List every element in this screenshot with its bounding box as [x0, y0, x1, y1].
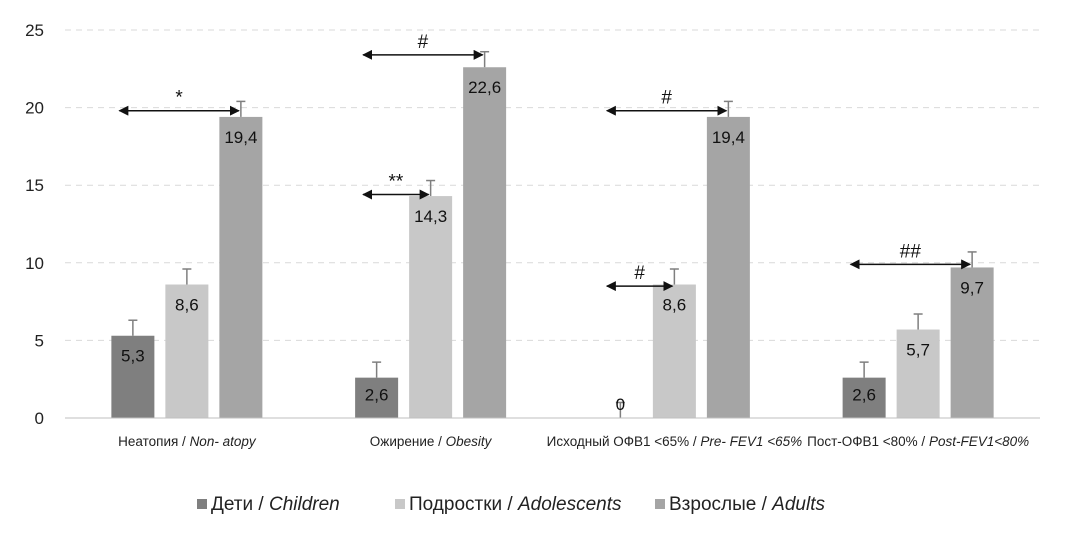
x-category-label-en: Post-FEV1<80% [929, 434, 1029, 449]
y-tick-label: 25 [25, 21, 44, 40]
legend-label-en: Adults [771, 494, 825, 515]
error-bars [128, 50, 977, 418]
data-label: 2,6 [852, 386, 876, 405]
legend-label-ru: Дети / [211, 494, 269, 515]
data-labels: 5,3 2,6 0 2,6 8,6 14,3 8,6 5,7 19,4 22,6 19,4 9,7 [121, 78, 984, 414]
data-label: 22,6 [468, 78, 501, 97]
legend-swatch [655, 499, 665, 509]
data-label: 5,7 [906, 341, 930, 360]
bar [950, 267, 994, 418]
significance-mark: ## [900, 241, 922, 262]
x-category-label: Исходный ОФВ1 <65% / Pre- FEV1 <65% [547, 434, 802, 449]
data-label: 19,4 [712, 128, 745, 147]
significance-mark: # [634, 263, 645, 284]
bar [409, 196, 453, 418]
data-label: 0 [616, 395, 625, 414]
legend-swatch [395, 499, 405, 509]
legend-label-ru: Взрослые / [669, 494, 772, 515]
bar [111, 335, 155, 418]
x-category-label-ru: Ожирение / [370, 434, 446, 449]
significance-annotations: *#**#### [118, 32, 972, 292]
data-label: 8,6 [175, 296, 199, 315]
x-category-label-en: Non- atopy [190, 434, 257, 449]
legend-label: Дети / Children [211, 494, 340, 515]
y-tick-label: 15 [25, 176, 44, 195]
y-axis: 0 5 10 15 20 25 [25, 21, 44, 428]
x-axis: Неатопия / Non- atopy Ожирение / Obesity И… [65, 417, 1040, 449]
bar [219, 116, 263, 419]
y-tick-label: 0 [35, 409, 44, 428]
y-tick-label: 10 [25, 254, 44, 273]
data-label: 8,6 [663, 296, 687, 315]
bar [355, 377, 399, 418]
x-category-label-ru: Исходный ОФВ1 <65% / [547, 434, 701, 449]
data-label: 2,6 [365, 386, 389, 405]
legend-label-ru: Подростки / [409, 494, 518, 515]
x-category-label-en: Pre- FEV1 <65% [700, 434, 802, 449]
significance-mark: # [661, 88, 672, 109]
legend-label: Подростки / Adolescents [409, 494, 622, 515]
x-category-label: Пост-ОФВ1 <80% / Post-FEV1<80% [807, 434, 1029, 449]
bar [652, 284, 696, 418]
legend-label-en: Adolescents [517, 494, 622, 515]
data-label: 14,3 [414, 207, 447, 226]
bar [463, 67, 507, 419]
data-label: 9,7 [960, 278, 984, 297]
legend-label-en: Children [269, 494, 340, 515]
legend-swatch [197, 499, 207, 509]
bar [706, 116, 750, 419]
x-category-label-en: Obesity [446, 434, 493, 449]
significance-mark: ** [388, 172, 403, 193]
data-label: 19,4 [224, 128, 257, 147]
bar [842, 377, 886, 418]
grid-lines [65, 29, 1040, 341]
y-tick-label: 20 [25, 99, 44, 118]
x-category-label: Неатопия / Non- atopy [118, 434, 257, 449]
significance-mark: # [418, 32, 429, 53]
x-category-label: Ожирение / Obesity [370, 434, 493, 449]
bars [111, 67, 994, 419]
data-label: 5,3 [121, 347, 145, 366]
significance-mark: * [175, 88, 183, 109]
bar [896, 329, 940, 418]
x-category-label-ru: Пост-ОФВ1 <80% / [807, 434, 929, 449]
y-tick-label: 5 [35, 331, 44, 350]
legend-label: Взрослые / Adults [669, 494, 825, 515]
x-category-label-ru: Неатопия / [118, 434, 189, 449]
bar [165, 284, 209, 418]
legend: Дети / Children Подростки / Adolescents Вз… [197, 494, 825, 515]
